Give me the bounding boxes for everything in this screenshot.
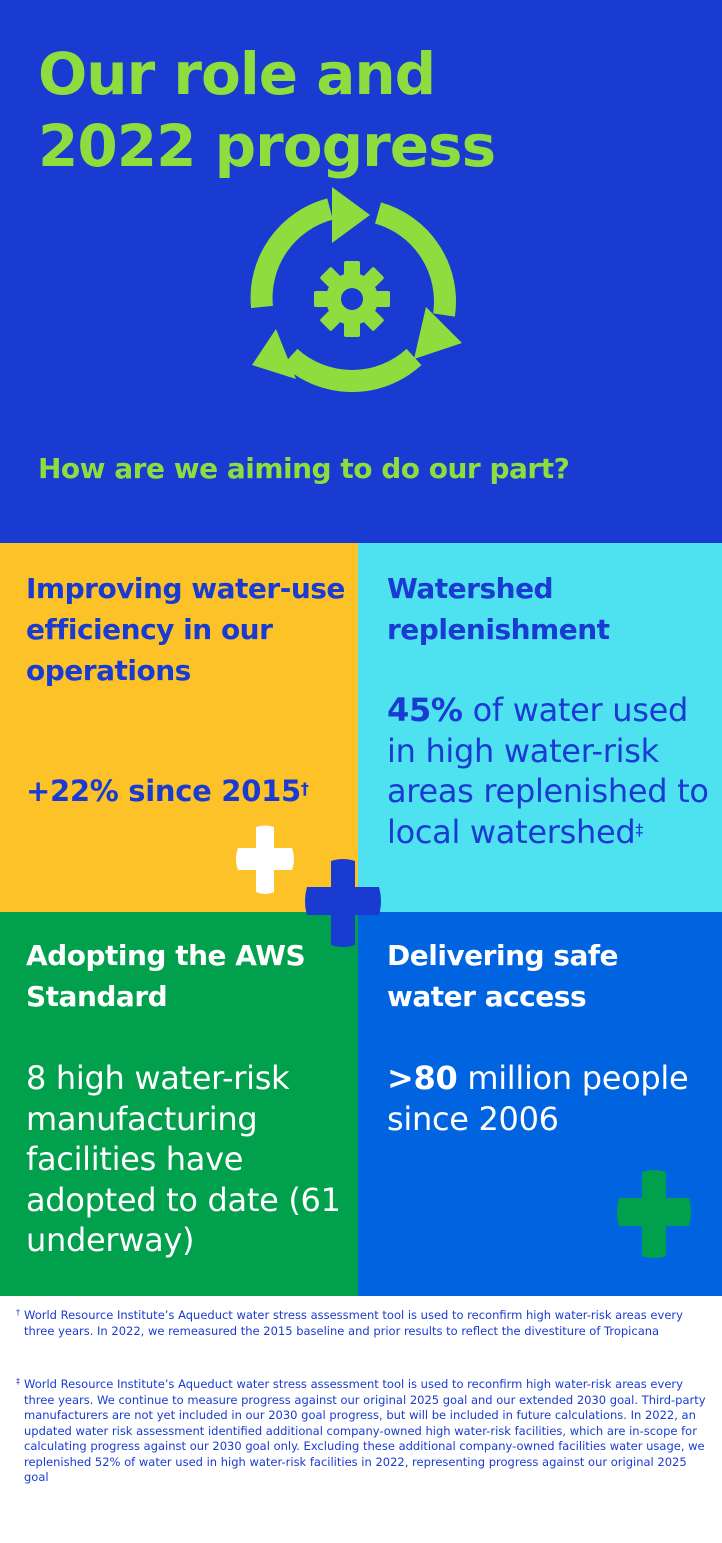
page-title-line-2: 2022 progress bbox=[38, 112, 496, 180]
stat-text: 8 high water-risk manufacturing faciliti… bbox=[26, 1059, 341, 1259]
stat-value: 45% bbox=[387, 691, 463, 729]
footnote-mark: ‡ bbox=[16, 1377, 20, 1386]
stat-value: +22% since 2015 bbox=[26, 774, 301, 808]
plus-icon-green bbox=[617, 1170, 691, 1258]
page-title-line-1: Our role and bbox=[38, 40, 436, 108]
page-title: Our role and 2022 progress bbox=[38, 38, 638, 182]
tile-aws-standard: Adopting the AWS Standard 8 high water-r… bbox=[0, 912, 358, 1296]
plus-icon-dark-blue bbox=[305, 859, 381, 947]
tile-watershed-replenishment: Watershed replenishment 45% of water use… bbox=[358, 543, 722, 912]
footnotes: † World Resource Institute’s Aqueduct wat… bbox=[0, 1296, 722, 1543]
cycle-gear-icon bbox=[250, 187, 462, 392]
hero-section: Our role and 2022 progress bbox=[0, 0, 722, 543]
footnote: ‡ World Resource Institute’s Aqueduct wat… bbox=[16, 1377, 714, 1486]
tile-heading: Delivering safe water access bbox=[387, 939, 619, 1013]
tile-stat: 45% of water used in high water-risk are… bbox=[387, 690, 722, 852]
stat-value: >80 bbox=[387, 1059, 458, 1097]
footnote: † World Resource Institute’s Aqueduct wat… bbox=[16, 1308, 714, 1339]
tile-heading: Adopting the AWS Standard bbox=[26, 939, 306, 1013]
tile-stat: 8 high water-risk manufacturing faciliti… bbox=[26, 1058, 346, 1261]
footnote-text: World Resource Institute’s Aqueduct wate… bbox=[24, 1377, 706, 1484]
footnote-text: World Resource Institute’s Aqueduct wate… bbox=[24, 1308, 683, 1338]
tile-heading: Improving water-use efficiency in our op… bbox=[26, 572, 345, 687]
tile-stat: +22% since 2015† bbox=[26, 771, 356, 812]
footnote-mark: † bbox=[300, 779, 309, 798]
hero-subtitle: How are we aiming to do our part? bbox=[38, 452, 570, 485]
gear-icon bbox=[314, 261, 390, 337]
tile-stat: >80 million people since 2006 bbox=[387, 1058, 707, 1139]
tile-water-efficiency: Improving water-use efficiency in our op… bbox=[0, 543, 358, 912]
footnote-mark: † bbox=[16, 1308, 20, 1317]
stat-text: million people since 2006 bbox=[387, 1059, 689, 1138]
footnote-mark: ‡ bbox=[635, 819, 644, 839]
stat-text: of water used in high water-risk areas r… bbox=[387, 691, 709, 851]
tile-heading: Watershed replenishment bbox=[387, 572, 610, 646]
plus-icon-white bbox=[236, 825, 294, 894]
